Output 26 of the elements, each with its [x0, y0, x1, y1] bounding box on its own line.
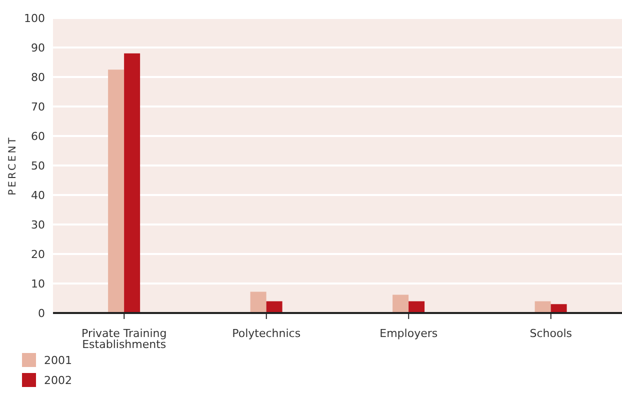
y-tick-label: 90	[31, 41, 45, 54]
legend-label: 2002	[44, 374, 72, 386]
x-tick-label: Private Training Establishments	[82, 326, 167, 351]
y-tick-label: 10	[31, 277, 45, 290]
bar	[250, 292, 266, 313]
bar	[550, 304, 567, 313]
y-tick-label: 50	[31, 159, 45, 172]
bar	[266, 301, 282, 313]
x-tick-label: Employers	[380, 326, 438, 340]
bar	[124, 53, 140, 313]
y-tick-label: 80	[31, 70, 45, 84]
bar	[534, 301, 551, 313]
x-tick-label: Schools	[530, 326, 572, 340]
y-tick-label: 30	[31, 218, 45, 232]
y-tick-label: 100	[24, 12, 45, 25]
legend-label: 2001	[44, 354, 72, 366]
y-tick-label: 20	[31, 248, 45, 261]
y-axis-title: PERCENT	[8, 136, 19, 196]
y-tick-label: 70	[31, 100, 45, 114]
bar	[108, 70, 124, 313]
x-tick-label: Polytechnics	[232, 326, 301, 340]
y-tick-label: 60	[31, 130, 45, 143]
y-tick-label: 0	[38, 306, 45, 320]
bar	[408, 301, 425, 313]
y-tick-label: 40	[31, 188, 45, 202]
bar	[392, 294, 409, 313]
